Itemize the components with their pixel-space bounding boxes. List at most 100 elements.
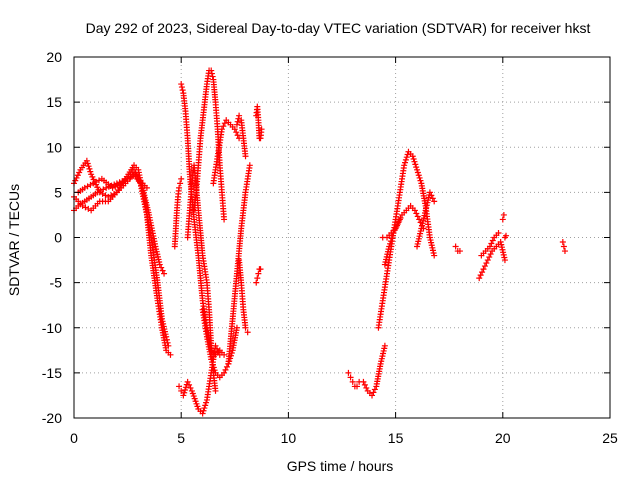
data-point [180, 392, 187, 399]
data-point [411, 207, 418, 214]
data-point [388, 235, 395, 242]
data-point [85, 163, 92, 170]
data-point [178, 175, 185, 182]
data-point [132, 169, 139, 176]
data-point [500, 211, 507, 218]
x-axis-label: GPS time / hours [287, 458, 394, 474]
data-point [345, 369, 352, 376]
series-track-13 [233, 112, 249, 160]
data-point [488, 240, 495, 247]
data-point [363, 384, 370, 391]
y-tick-label: 20 [46, 49, 62, 65]
data-point [176, 184, 183, 191]
data-point [234, 118, 241, 125]
data-point [83, 157, 90, 164]
data-point [402, 159, 409, 166]
data-point [187, 384, 194, 391]
data-point [412, 161, 419, 168]
data-point [396, 216, 403, 223]
plot-area [71, 67, 568, 417]
data-point [257, 266, 264, 273]
series-track-11 [210, 117, 243, 187]
data-point [481, 263, 488, 270]
data-point [161, 270, 168, 277]
data-point [394, 222, 401, 229]
data-point [370, 389, 377, 396]
data-point [254, 275, 261, 282]
data-point [76, 169, 83, 176]
data-point [452, 243, 459, 250]
series-track-19 [375, 148, 438, 331]
data-point [392, 225, 399, 232]
data-point [73, 174, 80, 181]
data-point [233, 324, 240, 331]
data-point [395, 219, 402, 226]
x-tick-label: 10 [281, 430, 297, 446]
data-point [387, 240, 394, 247]
data-point [429, 195, 436, 202]
data-point [476, 275, 483, 282]
data-point [483, 260, 490, 267]
data-point [503, 232, 510, 239]
data-point [184, 378, 191, 385]
data-point [426, 189, 433, 196]
data-point [209, 359, 216, 366]
data-point [361, 381, 368, 388]
axes: 0 5 10 15 20 25 -20 -15 -10 -5 0 5 10 15 20 [42, 49, 618, 446]
data-point [486, 254, 493, 261]
series-track-16 [253, 266, 264, 286]
data-point [349, 378, 356, 385]
data-point [223, 363, 230, 370]
data-point [347, 374, 354, 381]
series-track-9 [191, 67, 228, 223]
series-track-4 [75, 166, 150, 196]
series-track-26 [499, 211, 507, 223]
data-point [409, 153, 416, 160]
data-point [401, 162, 408, 169]
data-point [209, 361, 216, 368]
data-point [499, 216, 506, 223]
y-tick-label: 5 [54, 184, 62, 200]
data-point [381, 342, 388, 349]
data-point [221, 120, 228, 127]
x-tick-label: 25 [602, 430, 618, 446]
data-point [253, 279, 260, 286]
data-point [413, 210, 420, 217]
x-tick-label: 5 [177, 430, 185, 446]
data-point [72, 177, 79, 184]
series-track-14 [236, 257, 251, 336]
data-point [199, 410, 206, 417]
series-track-24 [476, 239, 508, 282]
data-point [208, 356, 215, 363]
data-point [501, 257, 508, 264]
data-point [234, 132, 241, 139]
data-point [416, 174, 423, 181]
y-tick-label: -15 [42, 365, 62, 381]
data-point [159, 267, 166, 274]
data-point [221, 351, 228, 358]
y-tick-label: 0 [54, 230, 62, 246]
data-point [561, 248, 568, 255]
data-point [403, 154, 410, 161]
y-tick-label: 10 [46, 139, 62, 155]
data-point [202, 402, 209, 409]
data-point [255, 270, 262, 277]
data-point [209, 73, 216, 80]
data-point [489, 237, 496, 244]
data-point [220, 123, 227, 130]
data-point [87, 168, 94, 175]
data-point [246, 162, 253, 169]
data-point [208, 67, 215, 74]
data-point [103, 184, 110, 191]
data-point [236, 112, 243, 119]
y-tick-label: -5 [50, 275, 63, 291]
data-point [415, 172, 422, 179]
data-point [131, 166, 138, 173]
data-point [431, 252, 438, 259]
x-tick-label: 15 [388, 430, 404, 446]
x-tick-label: 0 [70, 430, 78, 446]
data-point [178, 387, 185, 394]
data-point [354, 383, 361, 390]
data-point [222, 366, 229, 373]
